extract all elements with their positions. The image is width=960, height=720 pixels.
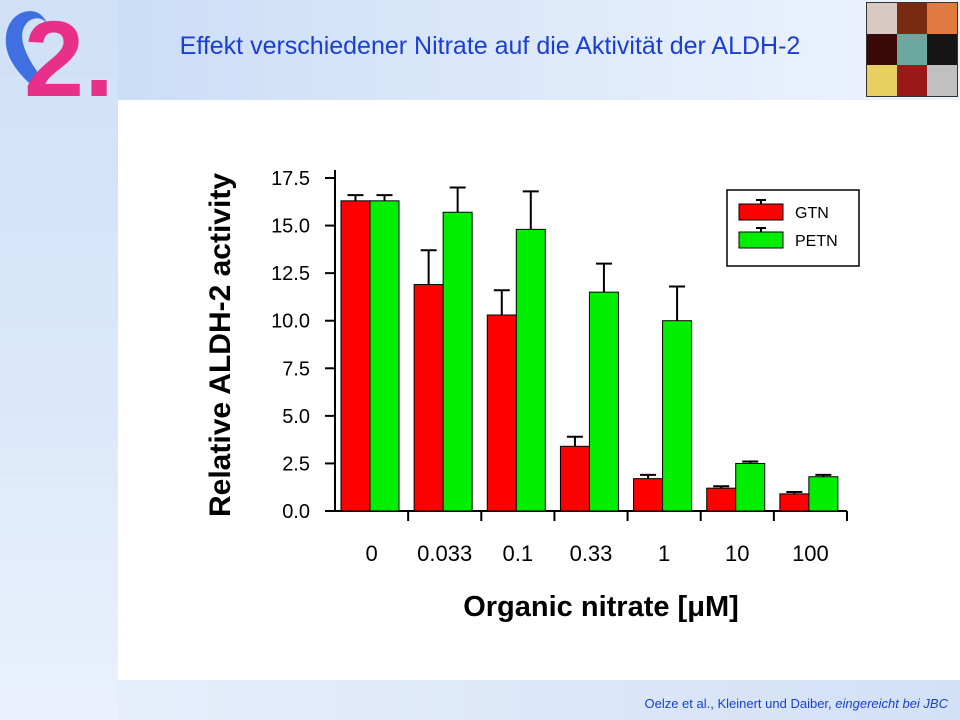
y-tick-label: 12.5 [271,263,310,285]
header-band [0,0,960,100]
photo-cell [927,3,957,34]
citation-status: eingereicht bei JBC [835,696,948,711]
photo-cell [867,65,897,96]
x-tick-label: 0.033 [417,541,472,566]
bar-gtn [706,487,737,512]
photo-cell [897,65,927,96]
x-tick-label: 0 [365,541,377,566]
photo-cell [867,34,897,65]
bar-petn [735,462,766,512]
bar-petn [808,476,839,512]
photo-cell [897,3,927,34]
bar-gtn [413,284,444,512]
citation: Oelze et al., Kleinert und Daiber, einge… [644,696,948,711]
x-tick-label: 100 [792,541,829,566]
photo-cell [897,34,927,65]
logo: 2. [5,2,114,102]
legend-box [726,189,860,267]
legend-label-petn: PETN [795,233,838,250]
slide-title: Effekt verschiedener Nitrate auf die Akt… [179,32,801,60]
bar-gtn [559,445,590,512]
y-tick-label: 17.5 [271,168,310,190]
x-axis-title: Organic nitrate [μM] [463,591,739,623]
photo-cell [867,3,897,34]
x-tick-label: 0.1 [503,541,534,566]
bar-gtn [340,200,371,512]
x-tick-label: 10 [725,541,749,566]
y-tick-label: 0.0 [282,501,310,523]
bar-petn [588,291,619,512]
photo-collage [866,2,958,97]
y-tick-label: 10.0 [271,311,310,333]
x-tick-label: 1 [658,541,670,566]
bar-petn [369,200,400,512]
left-sidebar-band [0,0,118,720]
bar-gtn [779,493,810,512]
y-axis-title: Relative ALDH-2 activity [204,173,237,517]
legend-swatch-gtn [738,203,784,221]
logo-text: 2. [24,2,114,102]
bar-petn [442,211,473,512]
y-tick-label: 7.5 [282,358,310,380]
y-tick-label: 2.5 [282,453,310,475]
bar-gtn [486,314,517,512]
bar-petn [662,320,693,512]
y-tick-label: 15.0 [271,216,310,238]
citation-authors: Oelze et al., Kleinert und Daiber, [644,696,836,711]
bar-petn [515,228,546,512]
legend-label-gtn: GTN [795,205,829,222]
footer-band [118,680,960,720]
x-tick-label: 0.33 [570,541,613,566]
legend-swatch-petn [738,231,784,249]
photo-cell [927,34,957,65]
bar-chart: 0.0 2.5 5.0 7.5 10.0 12.5 15.0 17.5 0 0.033 0.1 0.3… [204,168,860,623]
photo-cell [927,65,957,96]
bar-gtn [633,478,664,512]
heart-shape-icon [5,11,48,94]
y-tick-label: 5.0 [282,406,310,428]
